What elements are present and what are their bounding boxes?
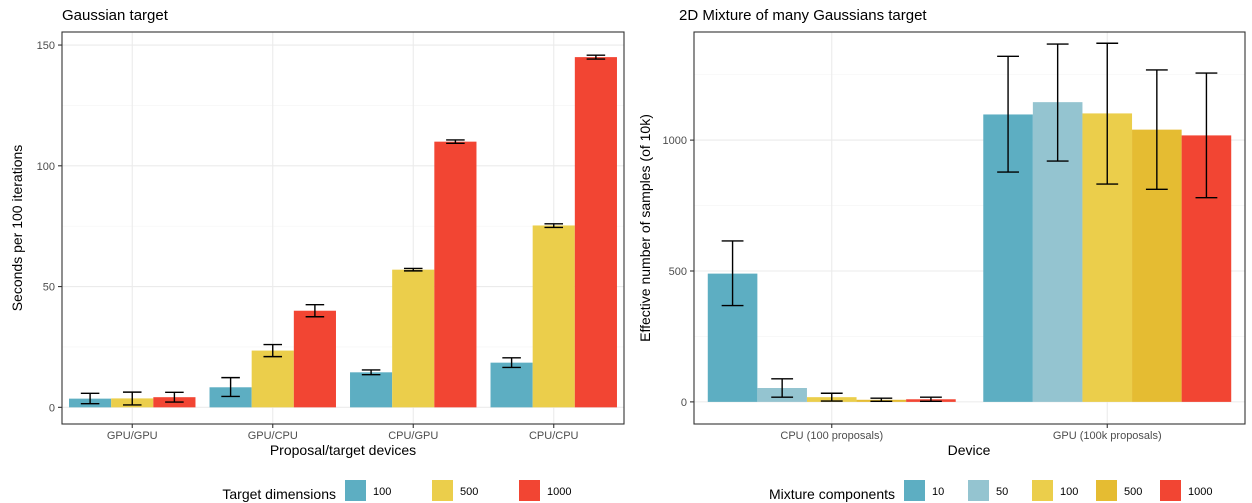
legend-swatch <box>432 480 453 501</box>
chart-mixture-target: 2D Mixture of many Gaussians target 0500… <box>637 7 1246 502</box>
error-bar <box>544 223 564 229</box>
x-axis-title: Proposal/target devices <box>270 442 416 458</box>
x-tick-label: GPU/GPU <box>107 430 158 442</box>
error-bars <box>721 42 1218 403</box>
error-bar <box>1046 43 1069 162</box>
bar <box>209 387 252 408</box>
legend-items: 100 500 1000 <box>345 480 571 501</box>
bar <box>251 350 294 408</box>
bar <box>574 57 617 408</box>
error-bar <box>446 139 465 145</box>
panel-border <box>61 31 625 425</box>
x-tick-label: CPU/CPU <box>529 430 579 442</box>
legend-title: Target dimensions <box>222 486 336 502</box>
x-axis-ticks: GPU/GPU GPU/CPU CPU/GPU CPU/CPU <box>107 424 579 442</box>
error-bar <box>721 240 744 307</box>
legend: Target dimensions 100 500 1000 <box>222 480 571 502</box>
error-bar <box>80 392 100 405</box>
error-bar <box>586 54 606 60</box>
legend-label: 100 <box>373 486 391 498</box>
error-bar <box>820 392 843 402</box>
error-bar <box>502 357 521 369</box>
legend-swatch <box>904 480 925 501</box>
bars <box>707 102 1232 402</box>
legend-swatch <box>519 480 540 501</box>
y-axis-title: Seconds per 100 iterations <box>9 145 25 312</box>
error-bar <box>1096 42 1119 185</box>
error-bar <box>1145 69 1168 191</box>
y-tick-label: 1000 <box>663 135 687 147</box>
bar <box>350 372 393 408</box>
y-axis-title: Effective number of samples (of 10k) <box>637 114 653 342</box>
y-axis-ticks: 0 500 1000 <box>663 135 694 409</box>
error-bar <box>221 376 240 398</box>
error-bar <box>305 303 325 318</box>
legend-label: 1000 <box>547 486 571 498</box>
y-axis-ticks: 0 50 100 150 <box>37 40 62 414</box>
error-bar <box>165 391 184 403</box>
legend-label: 50 <box>996 486 1008 498</box>
error-bar <box>771 378 794 398</box>
bar <box>490 362 533 408</box>
error-bar <box>1195 72 1218 199</box>
error-bars <box>80 54 606 406</box>
error-bar <box>403 267 423 272</box>
legend-label: 500 <box>460 486 478 498</box>
error-bar <box>870 397 893 403</box>
x-tick-label: GPU/CPU <box>248 430 298 442</box>
chart-title: Gaussian target <box>62 7 169 24</box>
legend-swatch <box>345 480 366 501</box>
y-tick-label: 0 <box>681 397 687 409</box>
bar <box>532 225 575 408</box>
bar <box>293 310 336 408</box>
chart-title: 2D Mixture of many Gaussians target <box>679 7 927 24</box>
error-bar <box>997 55 1019 173</box>
y-tick-label: 500 <box>669 266 687 278</box>
legend: Mixture components 10 50 100 500 1000 <box>769 480 1212 502</box>
bars <box>69 57 617 408</box>
legend-title: Mixture components <box>769 486 895 502</box>
error-bar <box>263 343 283 358</box>
chart-gaussian-target: Gaussian target 0 50 100 150 GPU/GPU GPU/CPU… <box>9 7 625 502</box>
error-bar <box>122 391 142 406</box>
y-tick-label: 50 <box>43 282 55 294</box>
legend-swatch <box>968 480 989 501</box>
legend-label: 500 <box>1124 486 1142 498</box>
x-tick-label: CPU (100 proposals) <box>780 430 883 442</box>
bar <box>434 141 477 408</box>
x-tick-label: GPU (100k proposals) <box>1053 430 1162 442</box>
legend-swatch <box>1096 480 1117 501</box>
legend-swatch <box>1160 480 1181 501</box>
x-axis-ticks: CPU (100 proposals) GPU (100k proposals) <box>780 424 1162 442</box>
bar <box>392 269 435 408</box>
legend-swatch <box>1032 480 1053 501</box>
error-bar <box>361 369 381 376</box>
x-axis-title: Device <box>948 442 991 458</box>
legend-items: 10 50 100 500 1000 <box>904 480 1212 501</box>
y-tick-label: 150 <box>37 40 55 52</box>
x-tick-label: CPU/GPU <box>388 430 438 442</box>
panel-border <box>693 31 1246 425</box>
y-tick-label: 0 <box>49 402 55 414</box>
error-bar <box>920 396 942 403</box>
legend-label: 10 <box>932 486 944 498</box>
legend-label: 1000 <box>1188 486 1212 498</box>
y-tick-label: 100 <box>37 161 55 173</box>
legend-label: 100 <box>1060 486 1078 498</box>
